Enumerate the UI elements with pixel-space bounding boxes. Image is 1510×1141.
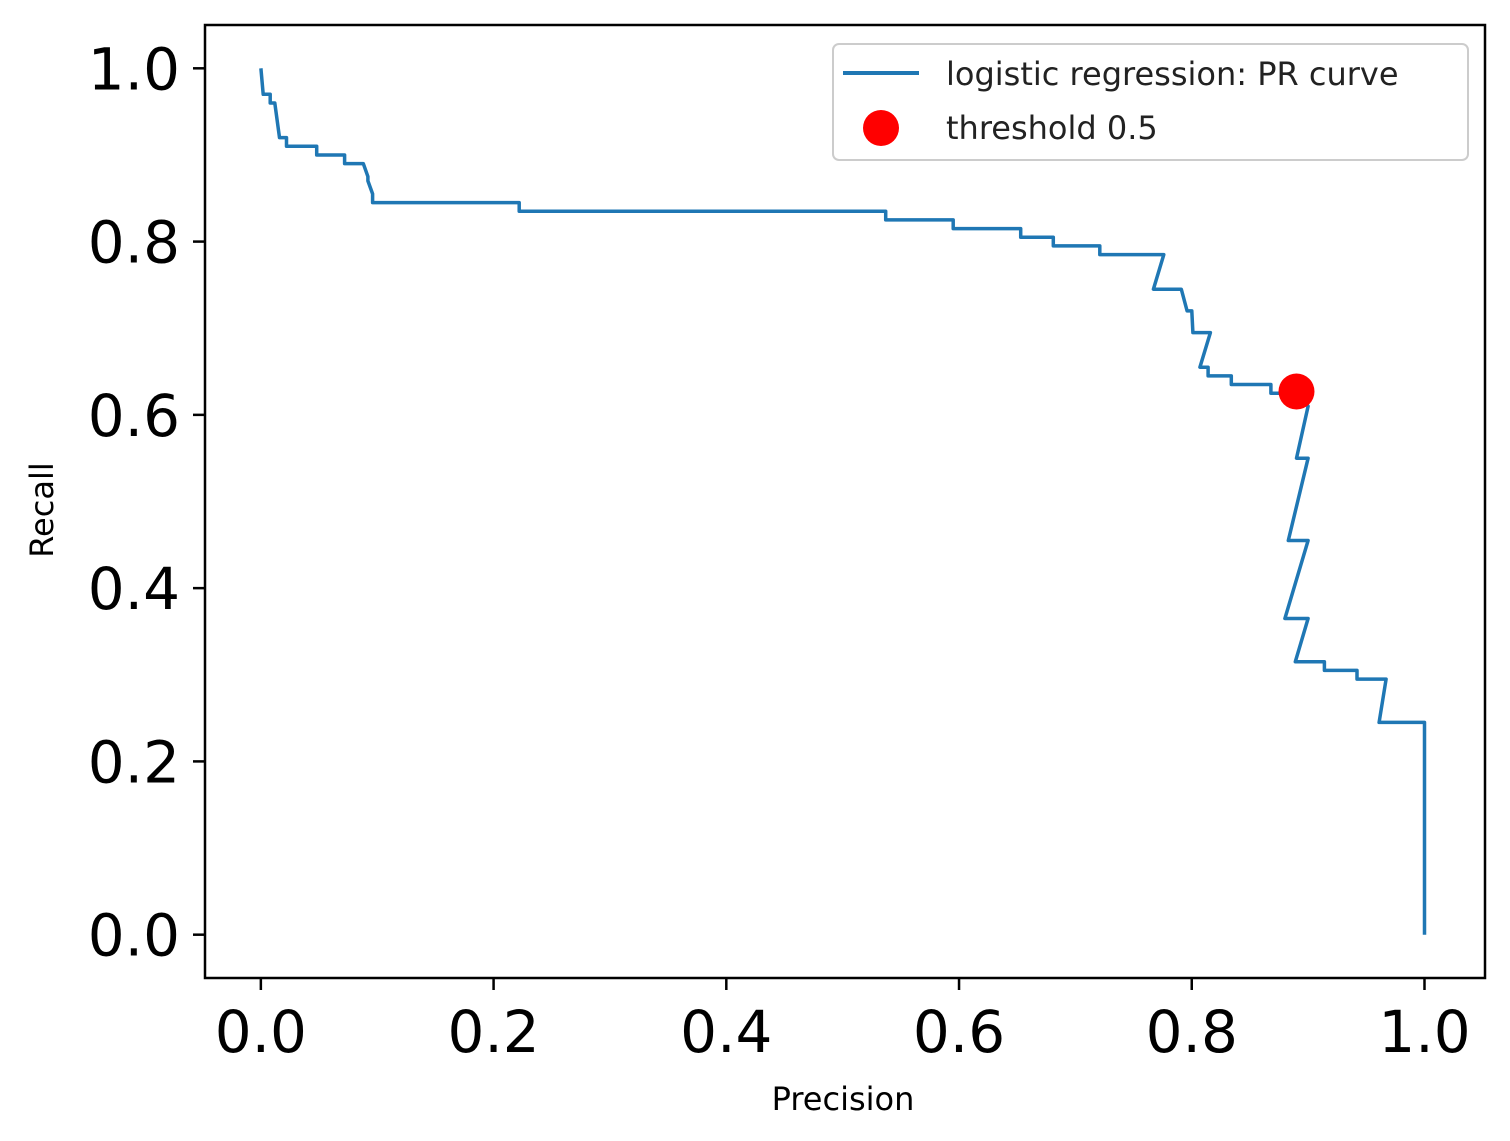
- y-tick-label: 1.0: [88, 35, 180, 103]
- x-tick-label: 0.4: [680, 998, 772, 1066]
- y-tick-label: 0.4: [88, 555, 180, 623]
- legend: logistic regression: PR curve threshold …: [832, 43, 1469, 161]
- x-tick-label: 0.2: [447, 998, 539, 1066]
- series-layer: [259, 68, 1427, 935]
- x-tick-label: 0.0: [215, 998, 307, 1066]
- legend-label-pr-curve: logistic regression: PR curve: [946, 55, 1399, 93]
- legend-marker-swatch: [863, 110, 899, 146]
- y-tick-label: 0.0: [88, 902, 180, 970]
- pr-curve-line: [259, 68, 1427, 935]
- legend-label-threshold: threshold 0.5: [946, 109, 1158, 147]
- y-tick-label: 0.8: [88, 209, 180, 277]
- threshold-marker: [1278, 373, 1315, 410]
- x-tick-label: 1.0: [1378, 998, 1470, 1066]
- x-tick-label: 0.8: [1146, 998, 1238, 1066]
- plot-area-frame: [203, 23, 1487, 980]
- y-axis-title: Recall: [23, 462, 61, 557]
- y-tick-label: 0.6: [88, 382, 180, 450]
- x-tick-label: 0.6: [913, 998, 1005, 1066]
- x-axis-ticks: 0.0 0.2 0.4 0.6 0.8 1.0: [215, 978, 1471, 1066]
- legend-box: [832, 43, 1469, 161]
- y-tick-label: 0.2: [88, 728, 180, 796]
- y-axis-ticks: 0.0 0.2 0.4 0.6 0.8 1.0: [88, 35, 205, 970]
- x-axis-title: Precision: [772, 1080, 915, 1118]
